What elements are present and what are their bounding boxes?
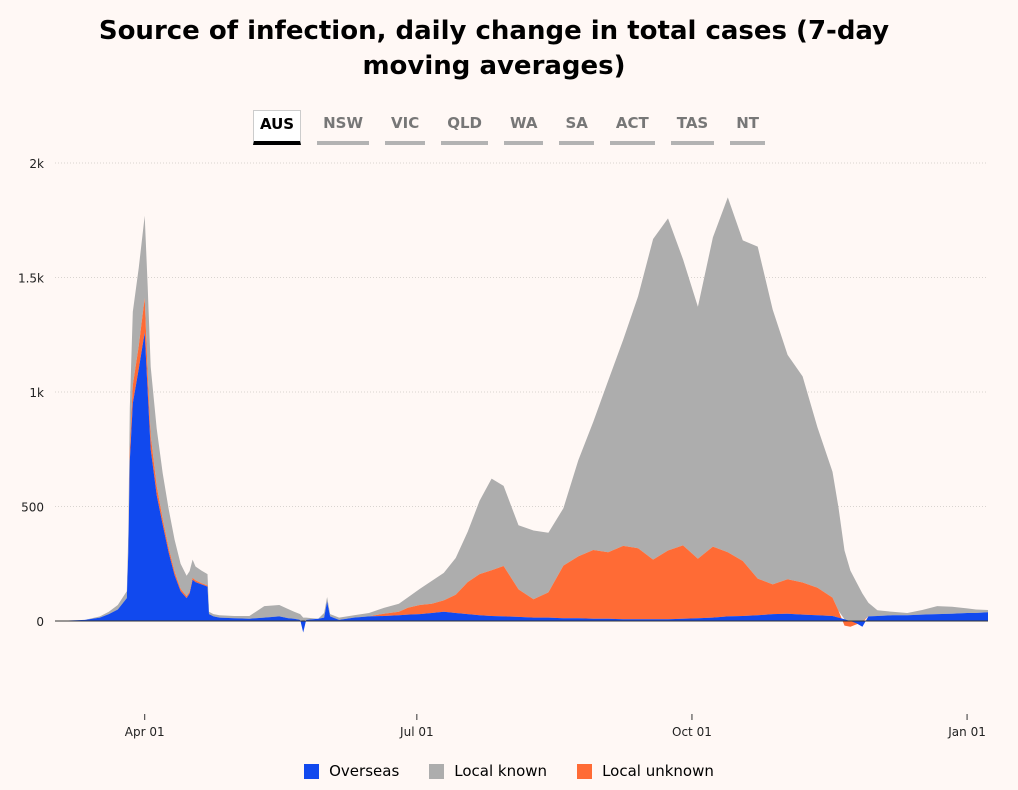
x-tick-label: Apr 01 [125,725,165,739]
y-tick-label: 1k [29,386,44,400]
legend-swatch-local-known [429,763,445,779]
legend-item-local-known: Local known [429,762,547,780]
y-tick-label: 500 [21,501,44,515]
legend-label-local-known: Local known [454,762,548,780]
tab-nsw[interactable]: NSW [317,110,370,145]
chart-area: 0 500 1k 1.5k 2k Apr 01 Jul 01 Oct 01 Jan 01 [18,157,988,739]
tab-qld[interactable]: QLD [441,110,488,145]
area-overseas [55,332,988,633]
x-tick-label: Jan 01 [947,725,986,739]
legend-item-overseas: Overseas [304,762,399,780]
tab-tas[interactable]: TAS [670,110,715,145]
y-tick-label: 0 [36,615,44,629]
legend-swatch-local-unknown [577,763,593,779]
tab-sa[interactable]: SA [559,110,594,145]
tab-aus[interactable]: AUS [252,110,302,145]
x-tick-label: Jul 01 [399,725,434,739]
area-local-known [55,197,988,621]
chart-legend: Overseas Local known Local unknown [0,762,1018,780]
tab-vic[interactable]: VIC [385,110,426,145]
legend-label-local-unknown: Local unknown [602,762,714,780]
tab-nt[interactable]: NT [730,110,766,145]
x-tick-label: Oct 01 [672,725,712,739]
tab-act[interactable]: ACT [609,110,655,145]
tab-wa[interactable]: WA [503,110,544,145]
chart-title: Source of infection, daily change in tot… [98,16,890,81]
region-tabs: AUS NSW VIC QLD WA SA ACT TAS NT [0,110,1018,145]
y-tick-label: 1.5k [18,272,44,286]
legend-item-local-unknown: Local unknown [577,762,714,780]
y-tick-label: 2k [29,157,44,171]
legend-swatch-overseas [304,763,320,779]
legend-label-overseas: Overseas [329,762,400,780]
